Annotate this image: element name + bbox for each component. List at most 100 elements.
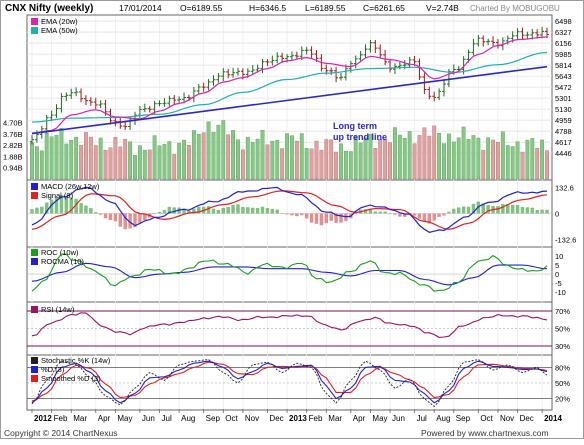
macd-histogram-bar <box>530 207 535 214</box>
volume-bar <box>98 137 103 180</box>
volume-bar <box>275 139 280 180</box>
volume-bar <box>363 137 368 180</box>
volume-bar <box>118 146 123 180</box>
volume-bar <box>93 145 98 180</box>
legend-swatch <box>31 192 38 199</box>
volume-value: V=2.74B <box>426 3 459 13</box>
volume-bar <box>201 132 206 180</box>
macd-histogram-bar <box>300 213 304 216</box>
macd-histogram-bar <box>133 213 137 228</box>
long-term-trend-line <box>31 65 548 135</box>
volume-bar <box>407 131 412 180</box>
volume-bar <box>496 141 500 180</box>
legend-label: EMA (50w) <box>41 26 78 35</box>
macd-histogram-bar <box>520 206 525 214</box>
macd-histogram-bar <box>167 206 172 214</box>
volume-bar <box>422 127 427 180</box>
price-axis-tick: 6498 <box>555 17 572 26</box>
legend-label: EMA (20w) <box>41 17 78 26</box>
legend-label: %D (3) <box>41 365 65 374</box>
macd-histogram-bar <box>510 204 515 214</box>
macd-histogram-bar <box>540 209 544 214</box>
volume-bar <box>412 143 417 180</box>
x-axis-label: Oct <box>480 414 493 423</box>
stochastic-series <box>31 359 548 408</box>
macd-histogram-bar <box>344 213 348 222</box>
volume-bar <box>260 130 265 180</box>
volume-bar <box>510 146 515 180</box>
macd-series <box>30 186 549 233</box>
stochastic-d-line <box>31 360 548 404</box>
volume-bar <box>486 137 491 180</box>
volume-bar <box>417 135 422 180</box>
x-axis-label: Jun <box>142 414 155 423</box>
volume-bars <box>30 120 549 180</box>
volume-bar <box>59 127 64 180</box>
x-axis-label: Apr <box>353 414 366 423</box>
x-axis-label: 2014 <box>544 414 562 423</box>
macd-histogram-bar <box>123 213 127 230</box>
x-axis-label: Mar <box>328 414 342 423</box>
volume-bar <box>348 151 353 180</box>
volume-bar <box>525 139 530 180</box>
macd-histogram-bar <box>197 206 201 214</box>
macd-histogram-bar <box>486 205 490 214</box>
chart-credit: Charted By MOBUGOBU <box>470 4 560 13</box>
volume-bar <box>142 149 147 180</box>
macd-histogram-bar <box>118 213 123 227</box>
x-axis-label: 2013 <box>289 414 307 423</box>
high-value: H=6346.5 <box>249 3 286 13</box>
macd-histogram-bar <box>236 204 240 214</box>
volume-bar <box>34 146 39 180</box>
volume-bar <box>84 132 88 180</box>
volume-bar <box>255 138 260 180</box>
macd-histogram-bar <box>442 213 446 216</box>
macd-histogram-bar <box>221 207 226 214</box>
rsi-panel <box>26 301 553 356</box>
macd-histogram-bar <box>270 208 275 214</box>
macd-histogram-bar <box>54 197 59 214</box>
volume-bar <box>88 136 93 180</box>
volume-bar <box>314 140 319 180</box>
macd-histogram-bar <box>501 203 505 214</box>
macd-histogram-bar <box>108 213 113 221</box>
macd-histogram-bar <box>456 207 461 214</box>
volume-bar <box>167 141 172 180</box>
price-overlays <box>31 36 548 135</box>
volume-axis-tick: 1.88B <box>3 152 23 161</box>
macd-histogram-bar <box>138 213 142 224</box>
macd-histogram-bar <box>30 209 34 214</box>
macd-line <box>31 186 548 233</box>
roc-series <box>31 253 548 292</box>
volume-bar <box>240 149 245 180</box>
price-axis-tick: 4788 <box>555 127 572 136</box>
macd-histogram-bar <box>275 209 279 214</box>
price-axis-tick: 5814 <box>555 61 572 70</box>
x-axis-label: Sep <box>456 414 471 423</box>
macd-histogram-bar <box>64 196 69 214</box>
volume-bar <box>520 151 525 180</box>
macd-histogram-bar <box>241 206 245 214</box>
macd-histogram-bar <box>422 213 427 222</box>
macd-histogram-bar <box>89 207 93 214</box>
macd-histogram-bar <box>447 211 451 214</box>
macd-histogram-bar <box>250 207 255 214</box>
rsi-axis-tick: 50% <box>555 325 570 334</box>
macd-histogram-bar <box>103 213 108 219</box>
x-axis-label: Aug <box>436 414 450 423</box>
price-axis-tick: 4959 <box>555 116 572 125</box>
x-axis-label: Jul <box>162 414 172 423</box>
macd-histogram-bar <box>49 199 54 214</box>
ema-20w-line <box>31 36 548 134</box>
volume-bar <box>481 149 486 180</box>
volume-bar <box>108 147 113 180</box>
price-axis-tick: 5643 <box>555 72 572 81</box>
macd-histogram-bar <box>172 207 176 214</box>
volume-bar <box>476 137 481 180</box>
macd-histogram-bar <box>69 197 73 214</box>
volume-bar <box>378 139 383 180</box>
volume-bar <box>137 145 142 180</box>
macd-histogram-bar <box>162 209 167 214</box>
roc-line <box>31 253 548 292</box>
volume-bar <box>79 145 83 180</box>
